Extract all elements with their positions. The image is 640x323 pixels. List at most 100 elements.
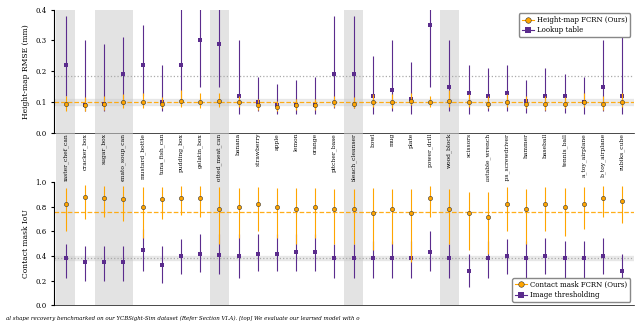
Point bbox=[138, 63, 148, 68]
Point bbox=[291, 250, 301, 255]
Point bbox=[330, 72, 340, 77]
Point bbox=[348, 101, 358, 106]
Point bbox=[425, 23, 435, 28]
Text: wood_block: wood_block bbox=[447, 133, 452, 168]
Point bbox=[272, 204, 282, 209]
Point bbox=[367, 256, 378, 261]
Bar bbox=[54, 99, 634, 105]
Point bbox=[559, 204, 570, 209]
Text: b_toy_airplane: b_toy_airplane bbox=[600, 133, 605, 177]
Text: scissors: scissors bbox=[466, 133, 471, 157]
Point bbox=[559, 93, 570, 99]
Point bbox=[138, 247, 148, 252]
Point bbox=[118, 260, 129, 265]
Point bbox=[521, 101, 531, 106]
Point bbox=[598, 101, 608, 106]
Point bbox=[444, 84, 454, 89]
Point bbox=[310, 102, 321, 108]
Text: tuna_fish_can: tuna_fish_can bbox=[159, 133, 164, 174]
Point bbox=[444, 207, 454, 212]
Point bbox=[348, 207, 358, 212]
Point bbox=[118, 99, 129, 105]
Point bbox=[330, 207, 340, 212]
Text: pitcher_base: pitcher_base bbox=[332, 133, 337, 172]
Bar bbox=[210, 182, 229, 305]
Point bbox=[540, 202, 550, 207]
Point bbox=[195, 99, 205, 105]
Point bbox=[118, 197, 129, 202]
Point bbox=[559, 256, 570, 261]
Point bbox=[540, 93, 550, 99]
Bar bbox=[114, 10, 133, 133]
Point bbox=[214, 98, 225, 103]
Point bbox=[502, 202, 512, 207]
Bar bbox=[95, 182, 114, 305]
Bar bbox=[440, 182, 459, 305]
Point bbox=[387, 87, 397, 92]
Point bbox=[195, 251, 205, 256]
Point bbox=[521, 98, 531, 103]
Text: cracker_box: cracker_box bbox=[83, 133, 88, 170]
Y-axis label: Contact mask IoU: Contact mask IoU bbox=[22, 209, 30, 278]
Bar bbox=[344, 133, 363, 182]
Text: gelatin_box: gelatin_box bbox=[197, 133, 203, 168]
Text: lemon: lemon bbox=[294, 133, 298, 151]
Text: baseball: baseball bbox=[543, 133, 548, 158]
Point bbox=[138, 99, 148, 105]
Text: mug: mug bbox=[390, 133, 394, 146]
Text: plate: plate bbox=[408, 133, 413, 148]
Point bbox=[540, 253, 550, 258]
Point bbox=[502, 99, 512, 105]
Text: al shape recovery benchmarked on our YCBSight-Sim dataset (Refer Section VI.A). : al shape recovery benchmarked on our YCB… bbox=[6, 316, 360, 321]
Text: hammer: hammer bbox=[524, 133, 529, 158]
Point bbox=[310, 102, 321, 108]
Point bbox=[234, 204, 244, 209]
Point bbox=[253, 251, 263, 256]
Point bbox=[176, 195, 186, 201]
Point bbox=[272, 251, 282, 256]
Point bbox=[80, 102, 90, 108]
Point bbox=[176, 63, 186, 68]
Text: adjustable_wrench: adjustable_wrench bbox=[485, 133, 491, 190]
Point bbox=[387, 99, 397, 105]
Point bbox=[61, 63, 71, 68]
Point bbox=[367, 93, 378, 99]
Text: apple: apple bbox=[275, 133, 280, 150]
Point bbox=[483, 93, 493, 99]
Point bbox=[310, 250, 321, 255]
Point bbox=[253, 202, 263, 207]
Point bbox=[406, 96, 416, 101]
Point bbox=[598, 195, 608, 201]
Point bbox=[559, 101, 570, 106]
Point bbox=[234, 93, 244, 99]
Point bbox=[195, 195, 205, 201]
Bar bbox=[56, 10, 76, 133]
Bar bbox=[56, 182, 76, 305]
Point bbox=[617, 198, 627, 203]
Point bbox=[406, 210, 416, 215]
Text: tomato_soup_can: tomato_soup_can bbox=[120, 133, 126, 185]
Point bbox=[521, 207, 531, 212]
Point bbox=[521, 256, 531, 261]
Bar bbox=[56, 133, 76, 182]
Bar bbox=[210, 133, 229, 182]
Point bbox=[483, 101, 493, 106]
Point bbox=[330, 256, 340, 261]
Point bbox=[214, 41, 225, 46]
Point bbox=[157, 197, 167, 202]
Point bbox=[214, 207, 225, 212]
Text: orange: orange bbox=[313, 133, 317, 154]
Text: tennis_ball: tennis_ball bbox=[562, 133, 568, 166]
Point bbox=[367, 99, 378, 105]
Text: power_drill: power_drill bbox=[428, 133, 433, 167]
Text: mustard_bottle: mustard_bottle bbox=[140, 133, 145, 179]
Bar bbox=[210, 10, 229, 133]
Text: potted_meat_can: potted_meat_can bbox=[216, 133, 222, 184]
Point bbox=[99, 101, 109, 106]
Text: bleach_cleanser: bleach_cleanser bbox=[351, 133, 356, 182]
Point bbox=[483, 214, 493, 219]
Bar bbox=[344, 10, 363, 133]
Point bbox=[195, 38, 205, 43]
Point bbox=[579, 202, 589, 207]
Point bbox=[617, 268, 627, 273]
